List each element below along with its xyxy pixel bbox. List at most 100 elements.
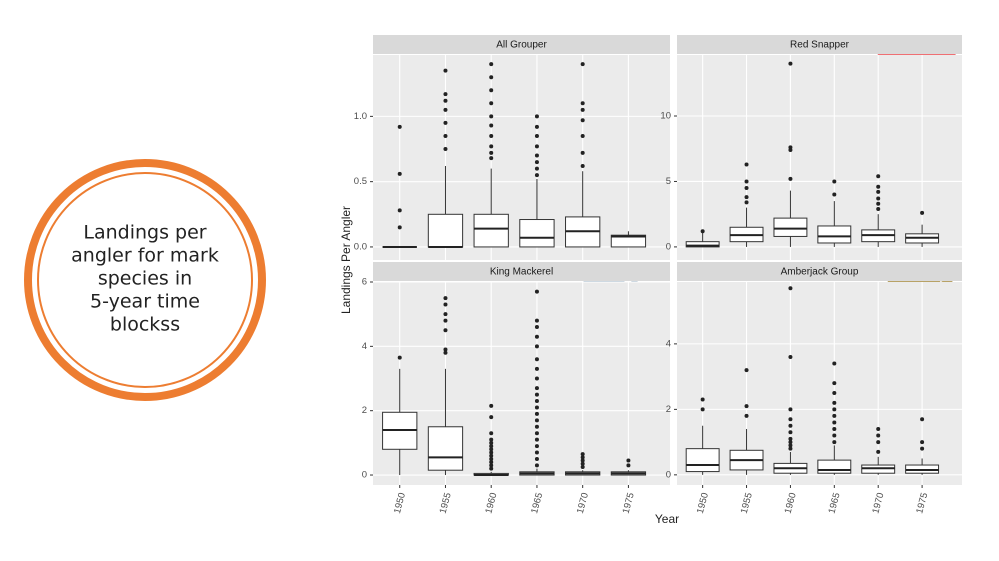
y-tick-label: 0.5: [354, 176, 367, 187]
outlier: [397, 208, 402, 213]
outlier: [489, 156, 494, 161]
outlier: [876, 189, 881, 194]
outlier: [626, 463, 631, 468]
outlier: [443, 92, 448, 97]
outlier: [920, 440, 925, 445]
outlier: [534, 366, 539, 371]
outlier: [788, 440, 793, 445]
outlier: [744, 179, 749, 184]
outlier: [489, 114, 494, 119]
outlier: [534, 450, 539, 455]
outlier: [744, 413, 749, 418]
outlier: [832, 381, 837, 386]
outlier: [832, 390, 837, 395]
outlier: [788, 430, 793, 435]
outlier: [443, 133, 448, 138]
box: [473, 213, 509, 248]
outlier: [876, 201, 881, 206]
x-tick-label: 1965: [827, 492, 843, 515]
x-tick-label: 1950: [695, 492, 711, 515]
outlier: [489, 150, 494, 155]
y-tick-label: 5: [666, 176, 671, 187]
box: [773, 217, 808, 237]
outlier: [489, 431, 494, 436]
callout-line: blockss: [110, 314, 180, 336]
outlier: [489, 101, 494, 106]
outlier: [489, 88, 494, 93]
outlier: [534, 444, 539, 449]
outlier: [580, 461, 585, 466]
box: [817, 459, 852, 474]
y-tick-label: 0.0: [354, 241, 367, 252]
x-tick-label: 1960: [783, 492, 799, 515]
outlier: [489, 463, 494, 468]
outlier: [744, 404, 749, 409]
callout-line: Landings per: [83, 222, 206, 244]
y-axis-label: Landings Per Angler: [339, 206, 353, 314]
y-tick-label: 10: [660, 111, 671, 122]
outlier: [534, 357, 539, 362]
box: [427, 213, 464, 248]
outlier: [443, 318, 448, 323]
strip: [373, 262, 670, 281]
outlier: [534, 399, 539, 404]
outlier: [744, 368, 749, 373]
y-tick-label: 4: [666, 338, 671, 349]
outlier: [788, 145, 793, 150]
callout-line: species in: [98, 268, 192, 290]
outlier: [489, 123, 494, 128]
y-tick-label: 6: [362, 277, 367, 288]
outlier: [788, 407, 793, 412]
outlier: [489, 403, 494, 408]
outlier: [876, 174, 881, 179]
outlier: [534, 463, 539, 468]
y-tick-label: 0: [666, 241, 671, 252]
outlier: [489, 453, 494, 458]
y-tick-label: 2: [666, 404, 671, 415]
outlier: [580, 150, 585, 155]
outlier: [534, 289, 539, 294]
panel-title: King Mackerel: [490, 267, 553, 278]
outlier: [788, 61, 793, 66]
x-tick-label: 1970: [870, 492, 886, 515]
y-tick-label: 2: [362, 405, 367, 416]
outlier: [534, 376, 539, 381]
x-tick-label: 1965: [529, 492, 545, 515]
outlier: [744, 162, 749, 167]
outlier: [489, 144, 494, 149]
outlier: [534, 144, 539, 149]
outlier: [443, 68, 448, 73]
outlier: [876, 440, 881, 445]
outlier: [832, 427, 837, 432]
x-tick-label: 1955: [739, 492, 755, 515]
outlier: [534, 160, 539, 165]
outlier: [700, 229, 705, 234]
outlier: [580, 133, 585, 138]
outlier: [534, 418, 539, 423]
outlier: [534, 133, 539, 138]
x-tick-label: 1975: [914, 492, 930, 515]
outlier: [700, 407, 705, 412]
outlier: [580, 464, 585, 469]
panel-background: [373, 282, 670, 485]
outlier: [489, 444, 494, 449]
outlier: [443, 347, 448, 352]
outlier: [443, 107, 448, 112]
outlier: [580, 107, 585, 112]
callout-line: angler for mark: [71, 245, 219, 267]
outlier: [397, 225, 402, 230]
outlier: [876, 184, 881, 189]
outlier: [489, 460, 494, 465]
outlier: [534, 325, 539, 330]
outlier: [832, 433, 837, 438]
panel-background: [677, 282, 962, 485]
outlier: [443, 302, 448, 307]
outlier: [534, 411, 539, 416]
outlier: [876, 196, 881, 201]
outlier: [489, 440, 494, 445]
outlier: [920, 417, 925, 422]
outlier: [534, 166, 539, 171]
outlier: [534, 318, 539, 323]
outlier: [832, 407, 837, 412]
